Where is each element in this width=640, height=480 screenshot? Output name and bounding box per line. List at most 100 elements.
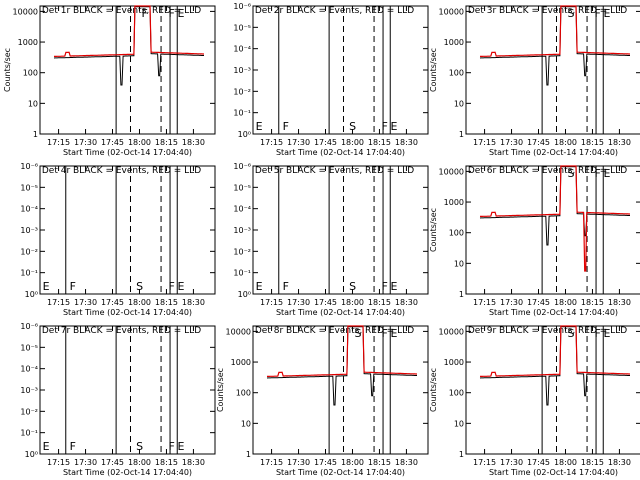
y-tick-label: 10⁻¹ [233, 269, 251, 278]
flag-label: E [603, 167, 610, 180]
y-tick-label: 10⁻⁴ [233, 205, 251, 214]
y-tick-label: 10⁰ [25, 290, 38, 299]
detector-panel-2: Det 2r BLACK = Events, RED = LLD 10⁰ 10⁻¹ 1… [233, 2, 429, 157]
panel-title: Det 8r BLACK = Events, RED = LLD [255, 326, 414, 336]
y-tick-label: 10⁻⁵ [233, 183, 251, 192]
flag-label: S [567, 7, 574, 20]
y-tick-label: 10⁰ [238, 290, 251, 299]
x-tick-label: 17:15 [473, 298, 496, 307]
y-tick-label: 1000 [444, 38, 464, 47]
flag-label: S [567, 167, 574, 180]
x-tick-label: 17:15 [473, 458, 496, 467]
events-rate-line [479, 6, 630, 86]
flag-label: S [349, 280, 356, 293]
x-tick-label: 17:45 [101, 138, 124, 147]
y-tick-label: 10⁻⁶ [233, 162, 251, 171]
y-tick-label: 10⁻¹ [233, 109, 251, 118]
detector-panel-7: Det 7r BLACK = Events, RED = LLD 10⁰ 10⁻¹ 1… [20, 322, 216, 477]
y-tick-label: 1 [459, 130, 464, 139]
x-axis-label: Start Time (02-Oct-14 17:04:40) [276, 148, 405, 157]
plot-frame [252, 325, 429, 455]
x-tick-label: 17:45 [101, 458, 124, 467]
y-axis-label: Counts/sec [429, 48, 438, 92]
y-axis-label: Counts/sec [429, 368, 438, 412]
y-tick-label: 1000 [444, 198, 464, 207]
x-tick-label: 18:00 [554, 458, 577, 467]
y-tick-label: 1000 [444, 358, 464, 367]
flag-label: E [43, 280, 50, 293]
plot-frame [465, 165, 640, 295]
panel-title: Det 3r BLACK = Events, RED = LLD [468, 6, 627, 16]
x-axis-label: Start Time (02-Oct-14 17:04:40) [276, 308, 405, 317]
y-tick-label: 100 [23, 69, 38, 78]
y-tick-label: 10000 [439, 7, 464, 16]
y-tick-label: 10⁻⁶ [20, 162, 38, 171]
x-tick-label: 18:30 [395, 298, 418, 307]
detector-panel-5: Det 5r BLACK = Events, RED = LLD 10⁰ 10⁻¹ 1… [233, 162, 429, 317]
y-tick-label: 10000 [439, 167, 464, 176]
lld-rate-line [267, 325, 417, 377]
flag-label: F [168, 440, 174, 453]
flag-label: E [390, 120, 397, 133]
y-tick-label: 10⁻¹ [20, 429, 38, 438]
x-tick-label: 17:30 [287, 298, 310, 307]
flag-label: E [177, 7, 184, 20]
x-axis-label: Start Time (02-Oct-14 17:04:40) [276, 468, 405, 477]
flag-label: F [70, 440, 76, 453]
flag-label: F [594, 7, 600, 20]
flag-label: F [381, 327, 387, 340]
flag-label: S [567, 327, 574, 340]
y-axis-label: Counts/sec [3, 48, 12, 92]
events-rate-line [53, 6, 204, 86]
x-tick-label: 18:30 [608, 298, 631, 307]
x-tick-label: 18:30 [608, 138, 631, 147]
flag-label: E [390, 327, 397, 340]
x-tick-label: 17:30 [74, 138, 97, 147]
x-tick-label: 17:15 [47, 458, 70, 467]
y-tick-label: 10⁰ [25, 450, 38, 459]
x-tick-label: 17:45 [527, 298, 550, 307]
x-tick-label: 17:30 [287, 138, 310, 147]
x-tick-label: 17:15 [47, 298, 70, 307]
x-tick-label: 18:00 [128, 458, 151, 467]
y-tick-label: 100 [449, 389, 464, 398]
detector-panel-3: Det 3r BLACK = Events, RED = LLD 1 10 100 10… [429, 5, 640, 157]
x-tick-label: 17:45 [527, 458, 550, 467]
x-tick-label: 18:00 [554, 138, 577, 147]
lld-rate-line [54, 5, 204, 57]
x-tick-label: 17:15 [47, 138, 70, 147]
y-tick-label: 10 [241, 419, 251, 428]
x-tick-label: 18:00 [128, 138, 151, 147]
y-tick-label: 1 [459, 290, 464, 299]
x-tick-label: 18:15 [155, 458, 178, 467]
flag-label: E [256, 120, 263, 133]
x-tick-label: 18:15 [155, 138, 178, 147]
x-tick-label: 18:00 [341, 138, 364, 147]
x-tick-label: 18:15 [581, 138, 604, 147]
y-tick-label: 10 [454, 259, 464, 268]
flag-label: F [381, 120, 387, 133]
x-tick-label: 17:30 [500, 138, 523, 147]
y-tick-label: 10⁻² [20, 407, 38, 416]
y-tick-label: 10⁻¹ [20, 269, 38, 278]
x-tick-label: 18:30 [608, 458, 631, 467]
x-axis-label: Start Time (02-Oct-14 17:04:40) [489, 468, 618, 477]
x-tick-label: 17:15 [260, 298, 283, 307]
y-tick-label: 10⁻³ [20, 386, 38, 395]
x-tick-label: 18:30 [395, 458, 418, 467]
flag-label: E [256, 280, 263, 293]
x-axis-label: Start Time (02-Oct-14 17:04:40) [489, 308, 618, 317]
y-tick-label: 10⁻⁶ [20, 322, 38, 331]
lld-rate-line [480, 165, 630, 272]
panel-title: Det 1r BLACK = Events, RED = LLD [42, 6, 201, 16]
y-tick-label: 10000 [226, 327, 251, 336]
y-tick-label: 10⁻³ [20, 226, 38, 235]
flag-label: F [594, 167, 600, 180]
x-tick-label: 18:30 [182, 298, 205, 307]
x-tick-label: 17:15 [260, 138, 283, 147]
y-tick-label: 10⁻⁵ [20, 343, 38, 352]
x-tick-label: 18:00 [554, 298, 577, 307]
flag-label: S [349, 120, 356, 133]
x-tick-label: 17:15 [260, 458, 283, 467]
